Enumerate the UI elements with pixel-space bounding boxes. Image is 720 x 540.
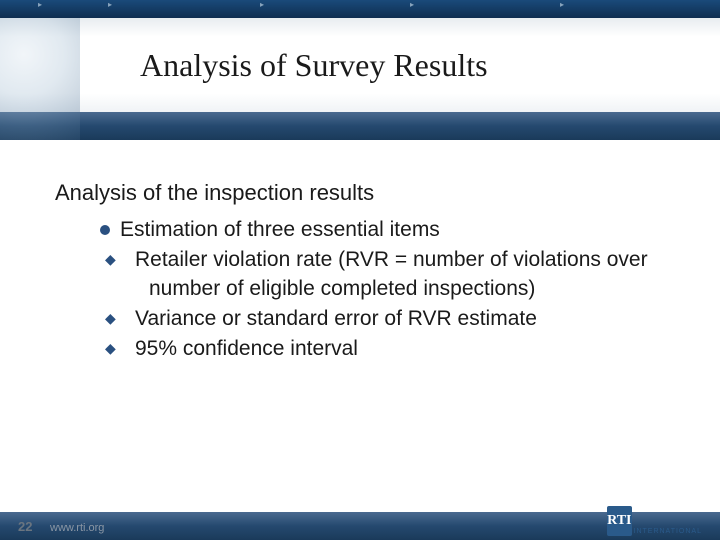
banner: ▸ ▸ ▸ ▸ ▸ Analysis of Survey Results	[0, 0, 720, 140]
banner-tick-icon: ▸	[108, 0, 114, 6]
banner-tick-icon: ▸	[410, 0, 416, 6]
title-region: Analysis of Survey Results	[0, 18, 720, 112]
bullet-level2-text: Variance or standard error of RVR estima…	[135, 307, 537, 330]
banner-top-bar: ▸ ▸ ▸ ▸ ▸	[0, 0, 720, 18]
rti-logo-subtext: INTERNATIONAL	[634, 528, 703, 536]
bullet-level1: Estimation of three essential items	[100, 216, 680, 244]
bullet-level2: ◆Retailer violation rate (RVR = number o…	[127, 246, 680, 303]
globe-icon	[0, 18, 80, 140]
bullet-level2-text: 95% confidence interval	[135, 337, 358, 360]
circle-bullet-icon	[100, 225, 110, 235]
footer-url: www.rti.org	[50, 522, 104, 534]
bullet-level2: ◆95% confidence interval	[127, 335, 680, 363]
banner-tick-icon: ▸	[560, 0, 566, 6]
page-number: 22	[18, 519, 32, 534]
bullet-level2: ◆Variance or standard error of RVR estim…	[127, 305, 680, 333]
content-heading: Analysis of the inspection results	[55, 180, 680, 206]
banner-bottom-bar	[0, 112, 720, 140]
rti-logo-mark: RTI	[607, 506, 631, 536]
banner-tick-icon: ▸	[38, 0, 44, 6]
banner-tick-icon: ▸	[260, 0, 266, 6]
slide: ▸ ▸ ▸ ▸ ▸ Analysis of Survey Results Ana…	[0, 0, 720, 540]
content-body: Analysis of the inspection results Estim…	[55, 180, 680, 364]
rti-logo: RTI INTERNATIONAL	[612, 500, 702, 536]
slide-title: Analysis of Survey Results	[140, 47, 488, 84]
bullet-level1-text: Estimation of three essential items	[120, 218, 440, 241]
bullet-level2-text: Retailer violation rate (RVR = number of…	[135, 248, 648, 299]
